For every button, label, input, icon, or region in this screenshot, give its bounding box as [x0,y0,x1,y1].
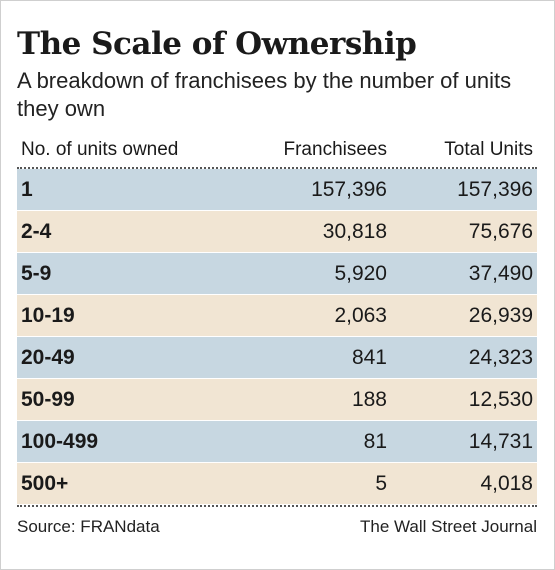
table-row: 20-49 841 24,323 [17,337,537,379]
cell-total-units: 26,939 [468,303,533,327]
chart-subtitle: A breakdown of franchisees by the number… [17,68,512,121]
cell-total-units: 75,676 [468,219,533,243]
header-franchisees: Franchisees [283,139,388,160]
cell-franchisees: 5,920 [334,261,387,285]
table-row: 2-4 30,818 75,676 [17,211,537,253]
cell-franchisees: 188 [351,387,387,411]
cell-franchisees: 30,818 [322,219,387,243]
table-row: 1 157,396 157,396 [17,169,537,211]
cell-total-units: 24,323 [468,345,533,369]
cell-total-units: 14,731 [468,429,533,453]
cell-total-units: 37,490 [468,261,533,285]
table-row: 5-9 5,920 37,490 [17,253,537,295]
cell-units-owned: 100-499 [21,429,99,453]
table-header: No. of units owned Franchisees Total Uni… [17,133,537,169]
cell-total-units: 157,396 [457,177,533,201]
table-row: 500+ 5 4,018 [17,463,537,505]
cell-units-owned: 50-99 [21,387,75,411]
cell-units-owned: 2-4 [21,219,52,243]
cell-units-owned: 10-19 [21,303,75,327]
cell-units-owned: 500+ [21,471,69,495]
cell-total-units: 4,018 [480,471,533,495]
chart-title: The Scale of Ownership [17,26,417,62]
publisher-credit: The Wall Street Journal [360,517,537,536]
table-row: 100-499 81 14,731 [17,421,537,463]
cell-franchisees: 2,063 [334,303,387,327]
cell-units-owned: 5-9 [21,261,52,285]
table-row: 50-99 188 12,530 [17,379,537,421]
cell-franchisees: 81 [363,429,387,453]
chart-footer: Source: FRANdata The Wall Street Journal [17,505,537,537]
cell-total-units: 12,530 [468,387,533,411]
cell-units-owned: 20-49 [21,345,75,369]
cell-franchisees: 157,396 [311,177,387,201]
cell-franchisees: 5 [375,471,387,495]
cell-franchisees: 841 [351,345,387,369]
data-table: No. of units owned Franchisees Total Uni… [17,133,537,505]
source-note: Source: FRANdata [17,517,160,536]
table-row: 10-19 2,063 26,939 [17,295,537,337]
cell-units-owned: 1 [21,177,33,201]
header-units-owned: No. of units owned [21,139,179,160]
header-total-units: Total Units [444,139,533,160]
